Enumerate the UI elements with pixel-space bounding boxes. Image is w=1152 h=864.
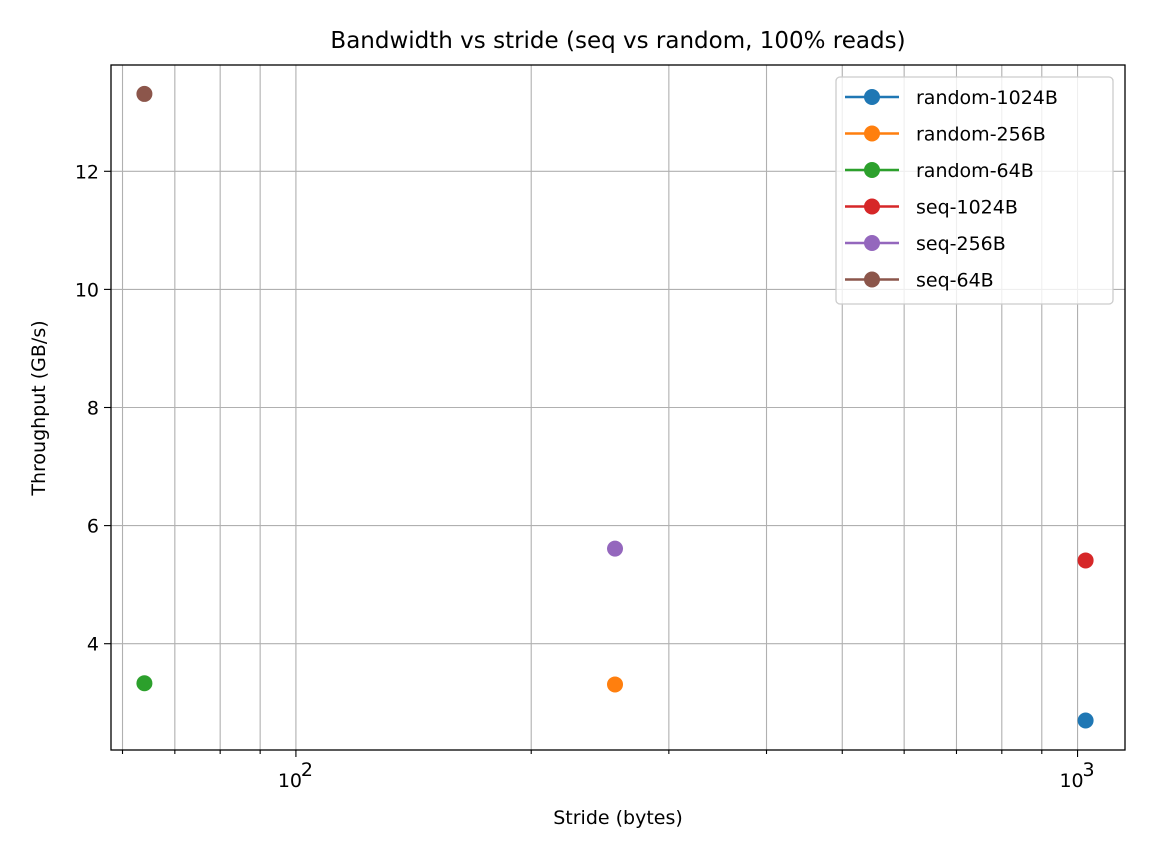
legend-label: random-64B: [916, 160, 1034, 182]
data-points: [136, 85, 1094, 729]
legend-marker-seq-1024B: [864, 198, 880, 215]
chart-title: Bandwidth vs stride (seq vs random, 100%…: [330, 28, 905, 54]
y-tick-label: 8: [87, 398, 99, 420]
legend: random-1024B random-256B random-64B seq-102…: [835, 76, 1114, 305]
legend-marker-seq-64B: [864, 271, 880, 288]
legend-marker-random-1024B: [864, 89, 880, 105]
x-tick-label: 10: [278, 770, 302, 792]
y-tick-label: 10: [75, 279, 99, 301]
x-tick-label-exponent: 2: [301, 759, 313, 781]
y-tick-label: 6: [87, 516, 99, 538]
x-axis-label: Stride (bytes): [553, 807, 683, 829]
y-tick-label: 12: [75, 161, 99, 183]
data-point-random-64B: [136, 675, 153, 692]
legend-label: random-256B: [916, 124, 1046, 146]
x-tick-label: 10: [1059, 770, 1083, 792]
data-point-random-256B: [607, 676, 624, 693]
legend-marker-random-64B: [864, 162, 880, 178]
y-tick-label: 4: [87, 634, 99, 656]
data-point-seq-64B: [136, 85, 153, 102]
y-axis-label: Throughput (GB/s): [28, 320, 50, 496]
data-point-seq-256B: [607, 540, 624, 557]
data-point-random-1024B: [1077, 712, 1094, 729]
legend-box: [835, 76, 1114, 305]
legend-marker-random-256B: [864, 125, 880, 142]
legend-marker-seq-256B: [864, 235, 880, 251]
legend-label: random-1024B: [916, 87, 1058, 109]
x-tick-label-exponent: 3: [1083, 759, 1095, 781]
legend-label: seq-1024B: [916, 197, 1018, 219]
legend-label: seq-64B: [916, 270, 994, 292]
legend-label: seq-256B: [916, 233, 1006, 255]
plot-frame: [110, 64, 1126, 751]
data-point-seq-1024B: [1077, 552, 1094, 569]
